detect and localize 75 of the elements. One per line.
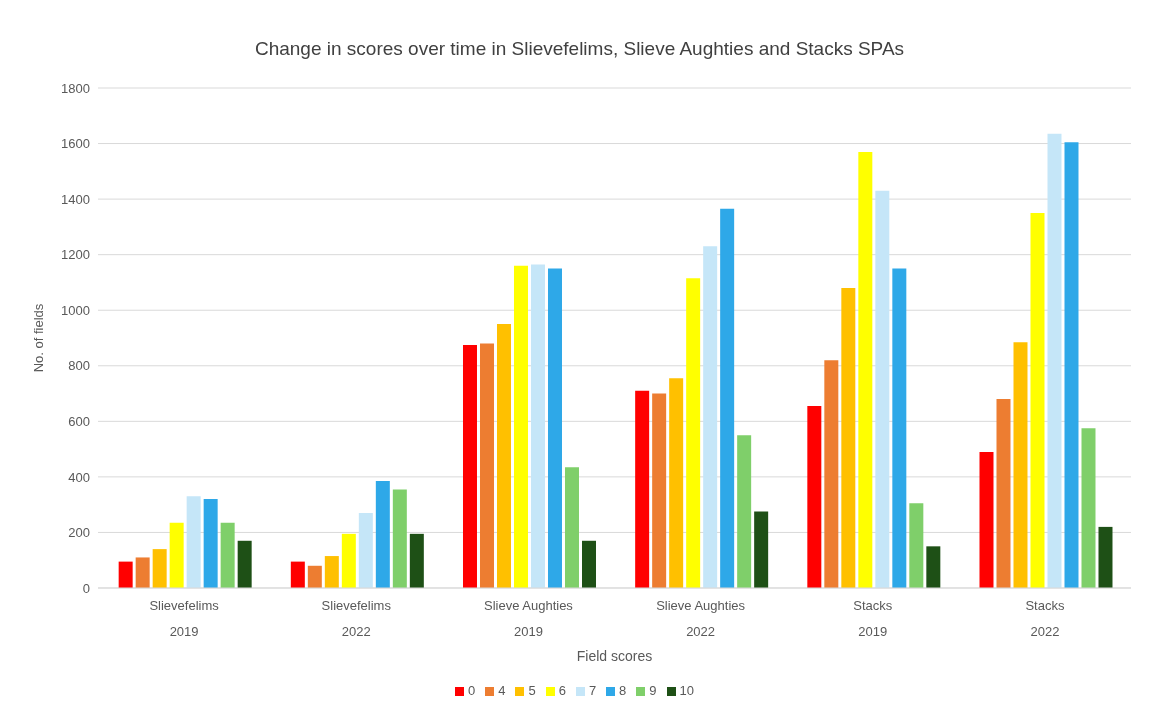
legend-label: 9	[649, 683, 657, 698]
bar	[324, 556, 339, 588]
y-tick-label: 200	[68, 525, 90, 541]
bar	[996, 399, 1011, 588]
bar	[909, 503, 924, 588]
legend-label: 10	[679, 683, 695, 698]
bar	[169, 522, 184, 588]
x-axis-title: Field scores	[576, 648, 653, 664]
bar	[841, 288, 856, 588]
x-tick-label: Slieve Aughties 2022	[656, 598, 746, 639]
bar	[186, 496, 201, 588]
bar	[858, 151, 873, 588]
bar	[686, 278, 701, 588]
x-tick-label: Slieve Aughties 2019	[483, 598, 574, 639]
bar	[892, 268, 907, 588]
bar	[1013, 342, 1028, 588]
y-tick-label: 600	[68, 413, 90, 429]
y-tick-label: 400	[68, 469, 90, 485]
bar	[807, 406, 822, 588]
bar	[135, 557, 150, 588]
bar	[720, 208, 735, 588]
bar	[513, 265, 528, 588]
y-tick-label: 0	[82, 580, 90, 596]
bar	[290, 561, 305, 588]
bar	[564, 467, 579, 588]
x-tick-label: Stacks 2022	[1025, 598, 1065, 639]
bar	[1081, 428, 1096, 588]
y-tick-label: 1600	[61, 136, 90, 152]
bar	[307, 565, 322, 588]
bar	[152, 549, 167, 588]
bar	[926, 546, 941, 588]
bar	[875, 190, 890, 588]
bar	[203, 499, 218, 588]
bar	[392, 489, 407, 588]
chart-title: Change in scores over time in Slievefelims, Slieve Aughties and Stacks SPAs	[253, 37, 906, 61]
x-tick-label: Stacks 2019	[853, 598, 893, 639]
y-tick-label: 1000	[61, 302, 90, 318]
legend-label: 7	[588, 683, 597, 698]
bar	[220, 522, 235, 588]
bar	[530, 264, 545, 588]
y-tick-label: 800	[68, 358, 90, 374]
bar	[479, 343, 494, 588]
bar	[496, 324, 511, 588]
bar	[118, 561, 133, 588]
y-axis-title: No. of fields	[30, 303, 46, 373]
bar	[462, 344, 477, 588]
bar	[547, 268, 562, 588]
bar	[754, 511, 769, 588]
bar	[703, 246, 718, 588]
bar	[1030, 213, 1045, 588]
legend-label: 6	[558, 683, 566, 698]
bar	[824, 360, 839, 588]
bar	[341, 533, 356, 588]
bar	[375, 481, 390, 588]
x-tick-label: Slievefelims 2019	[149, 598, 220, 639]
bar	[652, 393, 667, 588]
bar	[581, 540, 596, 588]
legend-label: 5	[528, 683, 536, 698]
bar	[1064, 142, 1079, 588]
x-tick-label: Slievefelims 2022	[321, 598, 392, 639]
bar	[669, 378, 684, 588]
bar	[979, 451, 994, 588]
y-tick-label: 1800	[61, 80, 90, 96]
bar	[409, 533, 424, 588]
bar	[1098, 526, 1113, 588]
y-tick-label: 1400	[61, 191, 90, 207]
bar	[237, 540, 252, 588]
legend-label: 4	[498, 683, 506, 698]
legend-label: 8	[619, 683, 627, 698]
bar	[358, 513, 373, 588]
bar	[1047, 133, 1062, 588]
legend-label: 0	[467, 683, 476, 698]
bar	[635, 390, 650, 588]
y-tick-label: 1200	[61, 247, 90, 263]
bar	[737, 435, 752, 588]
